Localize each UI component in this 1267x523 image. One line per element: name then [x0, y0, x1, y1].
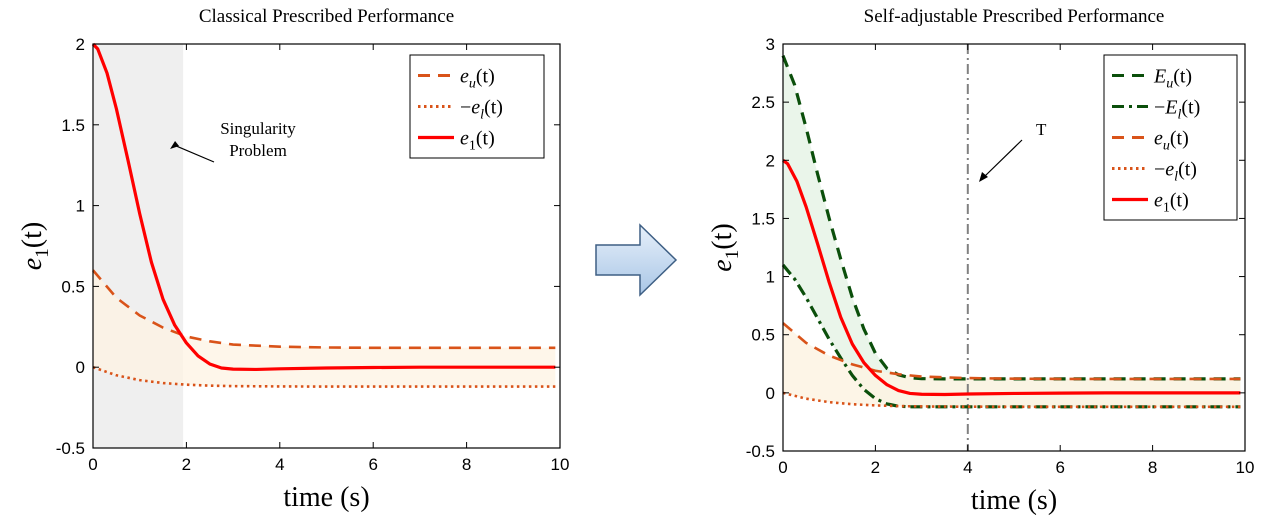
y-tick-label: 2 — [766, 151, 775, 170]
y-tick-label: -0.5 — [746, 442, 775, 461]
chart-title: Self-adjustable Prescribed Performance — [864, 6, 1165, 27]
legend-label-symbol: E — [1153, 66, 1166, 88]
legend-label-subscript: u — [1166, 77, 1173, 92]
y-tick-label: 2 — [76, 35, 85, 54]
self-adjustable-prescribed-performance-chart: Self-adjustable Prescribed Performance 0 2… — [707, 6, 1254, 516]
legend-label-symbol: E — [1164, 97, 1177, 119]
time-T-arrow-shaft — [984, 139, 1023, 177]
singularity-annotation-line-1: Singularity — [220, 119, 296, 138]
legend-label-0: Eu(t) — [1153, 66, 1192, 92]
legend-label-symbol: e — [1154, 128, 1163, 150]
series-line-2 — [782, 322, 1241, 381]
legend-label-tail: (t) — [476, 128, 495, 150]
legend-label-subscript: u — [469, 77, 476, 92]
right-arrow-icon — [595, 223, 678, 297]
legend-label-tail: (t) — [1178, 159, 1197, 181]
y-tick-label: 3 — [766, 35, 775, 54]
legend-label-subscript: 1 — [469, 139, 476, 154]
series-line-1 — [781, 263, 1241, 409]
legend-label-subscript: 1 — [1163, 201, 1170, 216]
legend-label-4: e1(t) — [1154, 190, 1189, 216]
x-tick-label: 8 — [462, 455, 471, 474]
series-line-1 — [92, 365, 556, 388]
y-axis-label: e1(t) — [17, 222, 53, 270]
y-axis-label-tail: (t) — [17, 222, 48, 248]
classical-performance-band — [93, 270, 556, 387]
x-tick-label: 0 — [778, 458, 787, 477]
x-tick-label: 8 — [1148, 458, 1157, 477]
legend-label-symbol: e — [471, 97, 480, 119]
singularity-arrow-shaft — [173, 144, 215, 163]
legend-label-symbol: e — [1165, 159, 1174, 181]
legend-label-subscript: u — [1163, 139, 1170, 154]
y-tick-label: 1.5 — [61, 116, 85, 135]
legend-label-prefix: − — [1154, 159, 1165, 181]
singularity-arrow-head — [170, 141, 180, 150]
series-line-3 — [782, 391, 1241, 409]
legend-label-tail: (t) — [476, 66, 495, 88]
axes-frame — [782, 43, 1246, 452]
right-arrow-icon-shape — [595, 223, 678, 297]
y-tick-label: 1 — [766, 268, 775, 287]
chart-title: Classical Prescribed Performance — [199, 6, 454, 27]
legend-label-subscript: l — [1174, 170, 1178, 185]
legend-label-tail: (t) — [484, 97, 503, 119]
x-tick-label: 6 — [1055, 458, 1064, 477]
y-tick-label: 1.5 — [751, 209, 775, 228]
legend-label-2: eu(t) — [1154, 128, 1189, 154]
time-T-arrow-head — [979, 172, 988, 182]
time-T-label: T — [1036, 120, 1047, 139]
y-axis-label-symbol: e — [707, 259, 738, 271]
y-axis-label-subscript: 1 — [32, 248, 53, 258]
y-axis-label-symbol: e — [17, 258, 48, 270]
y-tick-label: 0 — [766, 384, 775, 403]
legend-label-tail: (t) — [1181, 97, 1200, 119]
legend-label-prefix: − — [1154, 97, 1165, 119]
legend-label-tail: (t) — [1173, 66, 1192, 88]
legend-label-tail: (t) — [1170, 128, 1189, 150]
singularity-annotation-line-2: Problem — [229, 141, 287, 160]
axes-frame — [92, 43, 561, 449]
legend-label-prefix: − — [460, 97, 471, 119]
legend-label-symbol: e — [460, 66, 469, 88]
classical-performance-band — [783, 323, 1241, 407]
legend-label-3: −el(t) — [1154, 159, 1197, 185]
legend-label-1: −El(t) — [1154, 97, 1200, 123]
legend-label-symbol: e — [460, 128, 469, 150]
x-tick-label: 10 — [1236, 458, 1255, 477]
legend-box — [1103, 54, 1238, 221]
legend-label-subscript: l — [480, 108, 484, 123]
y-tick-label: -0.5 — [56, 439, 85, 458]
y-tick-label: 0 — [76, 358, 85, 377]
legend-label-2: e1(t) — [460, 128, 495, 154]
x-tick-label: 2 — [871, 458, 880, 477]
legend-label-tail: (t) — [1170, 190, 1189, 212]
x-axis-label: time (s) — [283, 482, 369, 513]
series-line-2 — [91, 42, 556, 372]
y-axis-label-tail: (t) — [707, 223, 738, 249]
y-axis-label: e1(t) — [707, 223, 743, 271]
x-tick-label: 6 — [368, 455, 377, 474]
x-tick-label: 4 — [963, 458, 972, 477]
y-tick-label: 1 — [76, 197, 85, 216]
x-tick-label: 0 — [88, 455, 97, 474]
y-tick-label: 2.5 — [751, 93, 775, 112]
x-tick-label: 10 — [551, 455, 570, 474]
series-line-0 — [92, 269, 556, 350]
x-tick-label: 2 — [182, 455, 191, 474]
y-tick-label: 0.5 — [751, 326, 775, 345]
series-line-4 — [782, 159, 1241, 397]
legend-label-symbol: e — [1154, 190, 1163, 212]
legend-label-1: −el(t) — [460, 97, 503, 123]
y-tick-label: 0.5 — [61, 277, 85, 296]
singularity-shaded-region — [93, 44, 184, 448]
legend-label-0: eu(t) — [460, 66, 495, 92]
y-axis-label-subscript: 1 — [722, 250, 743, 260]
legend-label-subscript: l — [1178, 108, 1182, 123]
x-tick-label: 4 — [275, 455, 284, 474]
x-axis-label: time (s) — [971, 485, 1057, 516]
